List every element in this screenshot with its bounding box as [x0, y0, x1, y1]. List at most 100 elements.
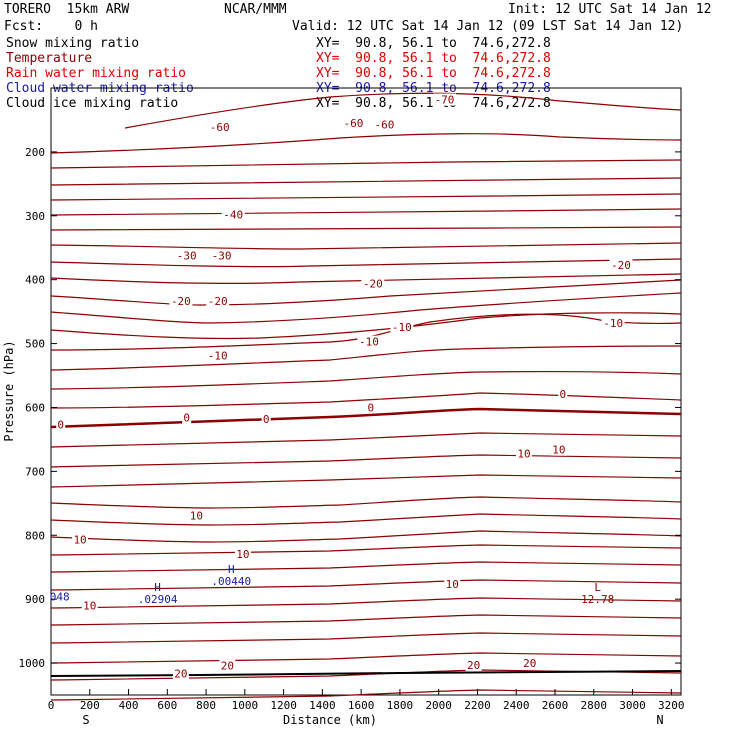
- y-tick-label: 600: [25, 401, 45, 414]
- contour-line: [124, 92, 682, 129]
- contour-line: [50, 273, 682, 285]
- contour-label: -40: [223, 209, 243, 222]
- contour-label: -60: [374, 118, 394, 131]
- contour-label: -10: [603, 317, 623, 330]
- contour-label: 0: [57, 419, 64, 432]
- contour-line: [50, 279, 682, 306]
- contour-line: [50, 133, 682, 154]
- contour-label-bg: [206, 294, 230, 307]
- extremum-type: H: [228, 563, 235, 576]
- contour-label: 10: [73, 534, 86, 547]
- contour-line: [50, 432, 682, 448]
- y-tick-label: 900: [25, 593, 45, 606]
- x-tick-label: 0: [48, 699, 55, 712]
- contour-label: -20: [208, 295, 228, 308]
- contour-line: [50, 312, 682, 340]
- x-axis-title: Distance (km): [283, 713, 377, 727]
- contour-label: -10: [208, 350, 228, 363]
- contour-label-bg: [188, 509, 205, 522]
- contour-label-bg: [219, 659, 236, 672]
- x-tick-label: 3000: [619, 699, 646, 712]
- contour-line: [50, 242, 682, 250]
- x-tick-label: 2200: [464, 699, 491, 712]
- contour-label-bg: [433, 93, 457, 106]
- contour-label-bg: [261, 412, 271, 425]
- model-title: TORERO 15km ARW: [4, 2, 130, 17]
- contour-label-bg: [361, 277, 385, 290]
- center-label: NCAR/MMM: [224, 2, 287, 17]
- x-tick-label: 1600: [348, 699, 375, 712]
- contour-label-bg: [465, 658, 482, 671]
- contour-label-bg: [169, 294, 193, 307]
- contour-label-bg: [221, 208, 245, 221]
- contour-label-bg: [521, 657, 538, 670]
- contour-label: -60: [343, 117, 363, 130]
- contour-label-bg: [372, 118, 396, 131]
- y-tick-label: 800: [25, 529, 45, 542]
- freezing-level-line: [50, 407, 682, 429]
- contour-line: [50, 614, 682, 626]
- field-snow-label: Snow mixing ratio: [6, 36, 140, 51]
- contour-line: [50, 177, 682, 186]
- contour-label-bg: [234, 547, 251, 560]
- contour-line: [50, 544, 682, 556]
- x-tick-label: 400: [119, 699, 139, 712]
- contour-label: -20: [171, 295, 191, 308]
- contour-line: [50, 561, 682, 573]
- x-tick-label: 1000: [232, 699, 259, 712]
- contour-label-bg: [558, 388, 568, 401]
- x-tick-label: 1200: [270, 699, 297, 712]
- contour-label: -30: [212, 249, 232, 262]
- contour-line: [50, 159, 682, 169]
- x-tick-label: 200: [80, 699, 100, 712]
- contour-labels: -70-60 -60 -60-40-30 -30-20-20-20 -20-10 -10-…: [56, 93, 633, 680]
- x-end-label-north: N: [656, 713, 663, 727]
- contour-line: [50, 530, 682, 543]
- forecast-hour: Fcst: 0 h: [4, 19, 98, 34]
- contour-label-bg: [515, 447, 532, 460]
- contour-label-bg: [444, 577, 461, 590]
- contour-label-bg: [172, 667, 189, 680]
- x-tick-label: 2400: [503, 699, 530, 712]
- contour-label: -10: [392, 321, 412, 334]
- contour-line: [50, 496, 682, 509]
- x-end-label-south: S: [82, 713, 89, 727]
- contour-line: [50, 579, 682, 591]
- contour-label: -60: [210, 121, 230, 134]
- extremum-value: .00440: [211, 575, 251, 588]
- y-axis-title: Pressure (hPa): [2, 340, 16, 441]
- contour-line: [50, 513, 682, 526]
- x-tick-label: 2600: [542, 699, 569, 712]
- x-tick-label: 600: [157, 699, 177, 712]
- contour-line: [50, 632, 682, 644]
- contour-line: [50, 226, 682, 231]
- contour-line: [50, 345, 682, 371]
- contour-label-bg: [182, 411, 192, 424]
- x-tick-label: 800: [196, 699, 216, 712]
- contour-line: [50, 292, 682, 324]
- contour-label: -20: [611, 259, 631, 272]
- x-tick-label: 1400: [309, 699, 336, 712]
- y-tick-label: 200: [25, 146, 45, 159]
- contour-label: 0: [183, 412, 190, 425]
- contour-label: 0: [559, 388, 566, 401]
- field-rain-xy: XY= 90.8, 56.1 to 74.6,272.8: [316, 66, 551, 81]
- contour-line: [50, 392, 682, 409]
- y-tick-label: 500: [25, 338, 45, 351]
- x-tick-label: 3200: [658, 699, 685, 712]
- field-cloud-ice-label: Cloud ice mixing ratio: [6, 96, 179, 111]
- contour-label-bg: [175, 249, 199, 262]
- contour-label: 10: [552, 444, 565, 457]
- extremum-type: L: [594, 581, 601, 594]
- contour-line: [50, 371, 682, 390]
- contour-label: 20: [523, 657, 536, 670]
- contour-label: -20: [363, 278, 383, 291]
- contour-line: [50, 208, 682, 216]
- contour-label: 20: [467, 659, 480, 672]
- extremum-type: H: [154, 581, 161, 594]
- contour-label: 10: [446, 578, 459, 591]
- field-temperature-xy: XY= 90.8, 56.1 to 74.6,272.8: [316, 51, 551, 66]
